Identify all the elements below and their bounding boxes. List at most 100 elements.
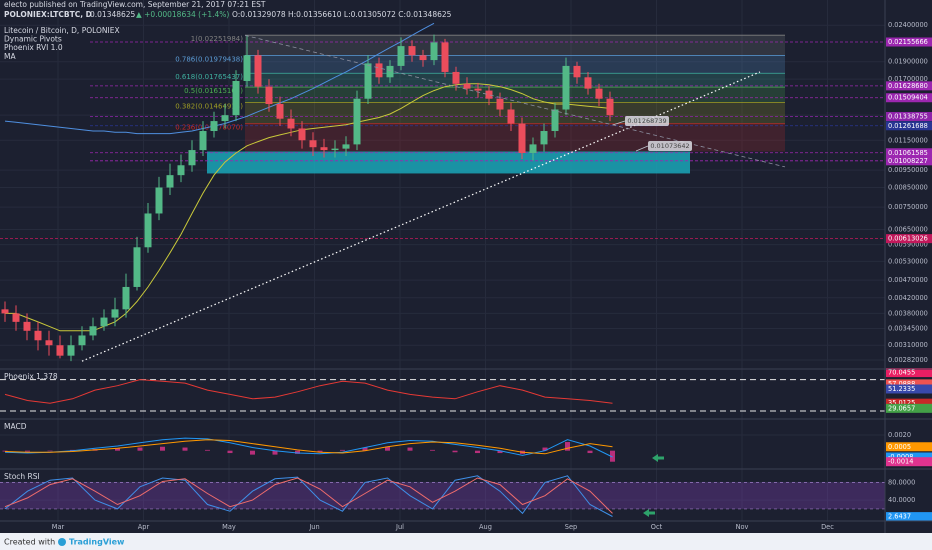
price-tag-label: 29.0657 <box>888 404 915 412</box>
x-tick-label: Oct <box>651 523 663 531</box>
y-tick-label: 0.00750000 <box>888 203 928 211</box>
y-tick-label: 0.00470000 <box>888 276 928 284</box>
candle-body <box>144 213 152 248</box>
histogram-bar <box>182 447 188 451</box>
candle-body <box>188 150 196 166</box>
histogram-bar <box>475 450 480 454</box>
published: electo published on TradingView.com, Sep… <box>4 0 266 9</box>
histogram-bar <box>565 442 570 451</box>
candle-body <box>1 309 9 314</box>
histogram-bar <box>317 450 323 453</box>
histogram-bar <box>340 449 345 451</box>
price-tag-label: 0.01008227 <box>888 157 928 165</box>
y-tick-label: 0.00282000 <box>888 356 928 364</box>
candle-body <box>199 131 207 151</box>
candle-body <box>243 55 251 81</box>
candle-body <box>89 326 97 336</box>
histogram-bar <box>587 450 593 454</box>
price-tag <box>886 512 932 522</box>
y-tick-label: 0.00590000 <box>888 241 928 249</box>
trend-line <box>244 34 786 168</box>
candle-body <box>463 83 471 89</box>
price-tag <box>886 37 932 47</box>
legend-entry: MA <box>4 52 16 61</box>
candle-body <box>606 98 614 116</box>
histogram-bar <box>610 450 615 462</box>
footer <box>0 533 932 550</box>
candle-body <box>122 286 130 310</box>
callout-box <box>625 116 669 126</box>
candle-body <box>23 321 31 331</box>
fib-band <box>245 102 785 124</box>
candle-body <box>386 65 394 78</box>
symbol: POLONIEX:LTCBTC, D <box>4 10 92 19</box>
candle-body <box>452 71 460 84</box>
candle-body <box>375 63 383 78</box>
candle-body <box>408 46 416 56</box>
pane-title: MACD <box>4 422 27 431</box>
histogram-bar <box>385 446 390 451</box>
price-tag-label: 0.0005 <box>888 443 911 451</box>
candle-body <box>276 104 284 119</box>
callout-pointer <box>612 120 626 126</box>
histogram-bar <box>47 450 53 452</box>
candle-body <box>232 80 240 116</box>
legend-entry: Phoenix RVI 1.0 <box>4 43 63 52</box>
candle-body <box>518 123 526 153</box>
price-tag-label: 2.6437 <box>888 513 911 521</box>
price-tag <box>886 148 932 158</box>
y-tick-label: 40.0000 <box>888 496 915 504</box>
moving-average <box>4 22 435 135</box>
histogram-bar <box>542 447 548 451</box>
y-tick-label: 0.02400000 <box>888 21 928 29</box>
candle-body <box>441 42 449 72</box>
histogram-bar <box>2 450 8 452</box>
fib-band <box>245 87 785 103</box>
price-tag <box>886 379 932 389</box>
indicator-line <box>4 379 613 404</box>
x-tick-label: Jun <box>308 523 319 531</box>
price-tag-label: -0.0008 <box>888 453 913 461</box>
callout-pointer <box>635 145 649 152</box>
y-tick-label: 0.00380000 <box>888 309 928 317</box>
candle-body <box>430 42 438 61</box>
candle-body <box>397 46 405 66</box>
x-tick-label: Nov <box>736 523 749 531</box>
price-tag-label: 70.0455 <box>888 369 915 377</box>
histogram-bar <box>362 447 368 451</box>
candle-body <box>45 340 53 346</box>
pane-title: Stoch RSI <box>4 472 40 481</box>
candle-body <box>342 144 350 149</box>
price-change: ▲ +0.00018634 (+1.4%) <box>136 10 229 19</box>
candle-body <box>254 55 262 87</box>
footer-brand[interactable]: TradingView <box>69 538 125 547</box>
candle-body <box>309 140 317 148</box>
y-tick-label: 0.00530000 <box>888 257 928 265</box>
candle-body <box>56 345 64 356</box>
price-tag <box>886 93 932 103</box>
fib-label: 0.5(0.01615105) <box>184 87 243 95</box>
zone <box>207 151 690 174</box>
logo <box>58 538 66 546</box>
candle-body <box>540 131 548 145</box>
x-tick-label: May <box>222 523 236 531</box>
candle-body <box>111 309 119 318</box>
y-tick-label: 0.00345000 <box>888 325 928 333</box>
x-tick-label: Aug <box>479 523 492 531</box>
histogram-bar <box>25 450 30 452</box>
price-tag-label: -0.0014 <box>888 458 913 466</box>
y-tick-label: 0.00950000 <box>888 166 928 174</box>
axes: Mar Apr May Jun Jul Aug Sep Oct Nov Dec 0.02400000… <box>52 21 932 531</box>
legend-entry: Litecoin / Bitcoin, D, POLONIEX <box>4 26 120 35</box>
candle-body <box>507 109 515 124</box>
price-tag-label: 0.00613026 <box>888 235 928 243</box>
y-tick-label: 0.00850000 <box>888 184 928 192</box>
candle-body <box>78 335 86 346</box>
y-tick-label: 0.01150000 <box>888 136 928 144</box>
callout-box <box>648 141 692 151</box>
pane-title: Phoenix 1.378 <box>4 372 58 381</box>
fib-band <box>245 73 785 88</box>
histogram-bar <box>205 449 210 451</box>
price-tag <box>886 368 932 378</box>
